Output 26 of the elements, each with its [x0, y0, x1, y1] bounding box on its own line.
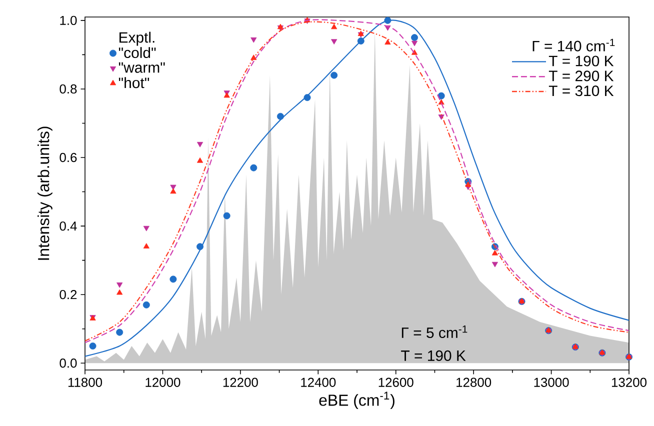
x-tick-label: 13200 — [612, 378, 647, 387]
x-axis-title: eBE (cm$^{-1}$) — [319, 392, 394, 410]
legend-label: T = 190 K — [548, 56, 614, 66]
annotation: Γ = 140 cm$^{-1}$ — [532, 38, 615, 52]
x-tick-label: 12800 — [456, 378, 492, 387]
legend-title: Exptl. — [120, 32, 154, 46]
x-tick-label: 12200 — [223, 378, 258, 387]
annotation: T = 190 K — [401, 350, 466, 361]
legend-label: "hot" — [118, 77, 150, 88]
x-tick-label: 12600 — [378, 378, 414, 387]
x-tick-label: 12400 — [301, 378, 336, 387]
x-tick-label: 12000 — [146, 378, 180, 387]
y-axis-title: Intensity (arb.units) — [38, 126, 52, 260]
y-tick-label: 1.0 — [60, 16, 77, 26]
y-tick-label: 0.6 — [60, 152, 77, 162]
y-tick-label: 0.4 — [60, 221, 77, 231]
x-tick-label: 11800 — [68, 378, 102, 387]
legend-label: T = 310 K — [548, 86, 614, 96]
y-tick-label: 0.8 — [60, 84, 77, 94]
y-tick-label: 0.2 — [60, 290, 77, 300]
x-tick-label: 13000 — [534, 378, 569, 387]
annotation: Γ = 5 cm$^{-1}$ — [402, 325, 468, 338]
legend-label: "warm" — [118, 62, 165, 73]
legend-label: T = 290 K — [548, 70, 614, 82]
legend-label: "cold" — [118, 47, 156, 58]
y-tick-label: 0.0 — [60, 358, 77, 368]
